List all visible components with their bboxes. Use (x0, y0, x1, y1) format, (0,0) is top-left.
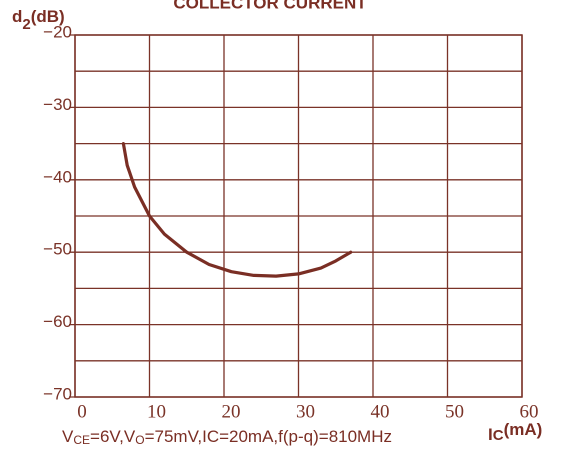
curve (121, 142, 353, 278)
x-tick-label: 30 (296, 401, 315, 422)
x-label-main: I (488, 425, 493, 444)
y-tick-label: −20 (43, 22, 72, 41)
x-tick-label: 50 (445, 401, 464, 422)
x-tick-label: 60 (520, 401, 539, 422)
chart-title: COLLECTOR CURRENT (173, 0, 367, 12)
y-tick-label: −70 (43, 384, 72, 403)
note-part: =75mV,IC=20mA,f(p-q)=810MHz (145, 427, 392, 446)
x-tick-label: 0 (77, 401, 87, 422)
y-label-unit: (dB) (31, 7, 65, 26)
x-label-unit: (mA) (504, 420, 543, 439)
note-part: CE (73, 433, 90, 447)
x-label-sub: C (493, 427, 504, 444)
plot-frame (74, 34, 523, 398)
note-part: =6V,V (90, 427, 136, 446)
x-axis-label: IC(mA) (488, 420, 542, 444)
x-tick-label: 20 (222, 401, 241, 422)
x-tick-label: 10 (147, 401, 166, 422)
y-tick-label: −30 (43, 95, 72, 114)
y-axis-label: d2(dB) (12, 7, 65, 32)
y-tick-label: −50 (43, 240, 72, 259)
condition-note: VCE=6V,VO=75mV,IC=20mA,f(p-q)=810MHz (62, 427, 392, 447)
note-part: O (135, 433, 144, 447)
y-label-main: d (12, 7, 22, 26)
y-label-sub: 2 (22, 16, 30, 33)
note-part: V (62, 427, 74, 446)
y-tick-label: −40 (43, 167, 72, 186)
y-tick-label: −60 (43, 312, 72, 331)
x-tick-label: 40 (371, 401, 390, 422)
